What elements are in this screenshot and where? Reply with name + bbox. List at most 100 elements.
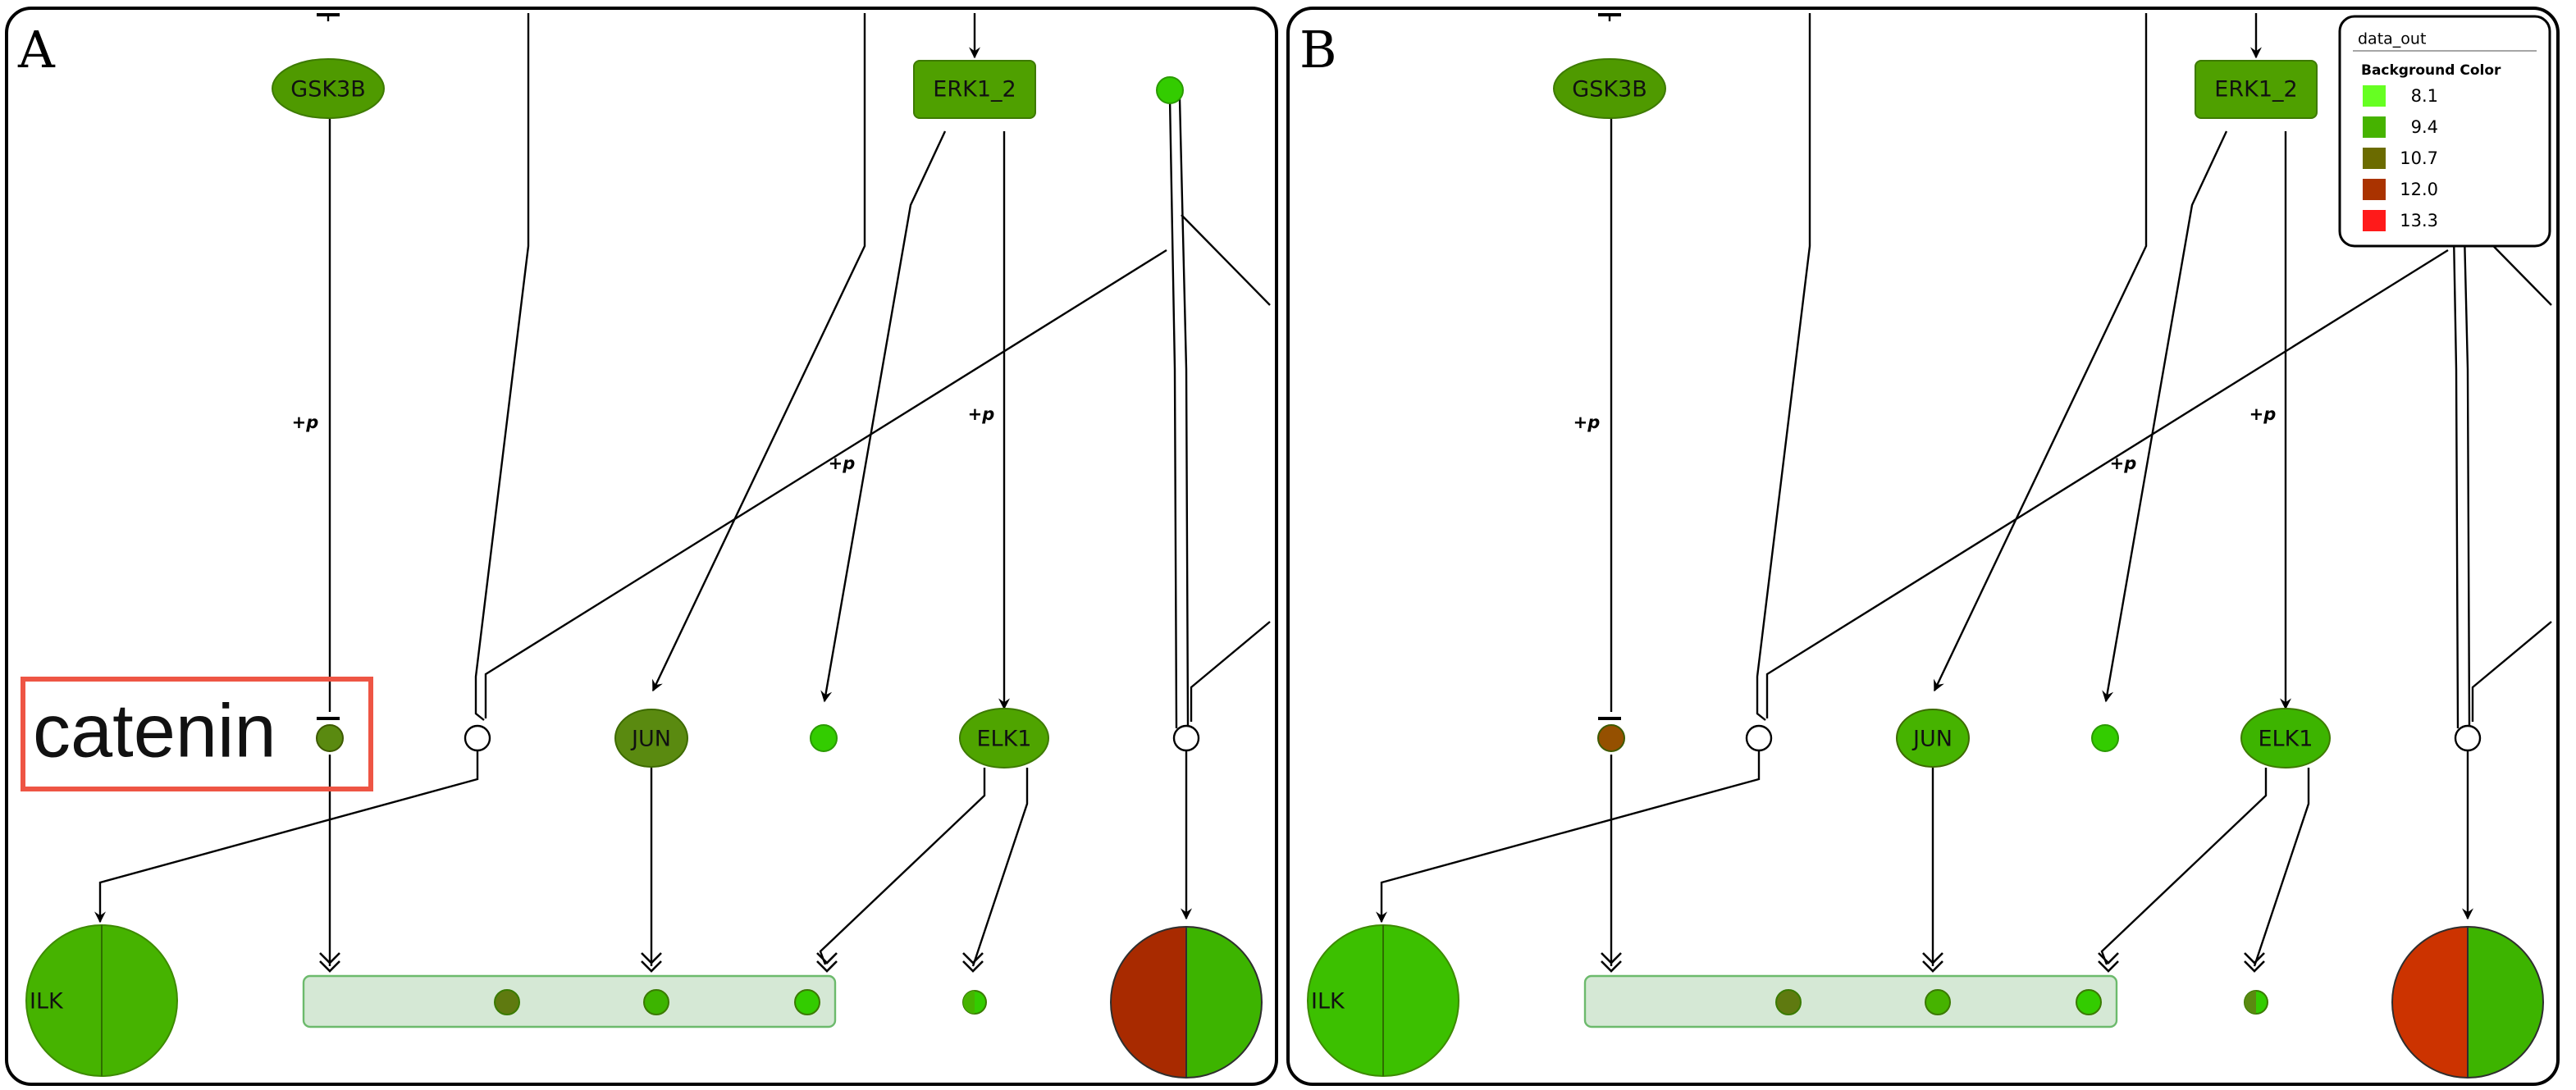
empty-node[interactable] [1745,724,1773,752]
chevron-line [1922,960,1943,973]
edge-right-branch-top [1181,214,1271,306]
chevron-line [2244,952,2265,965]
chevron-line [2244,960,2265,973]
chevron-line [2098,960,2119,973]
chevron-line [962,960,984,973]
legend-title: data_out [2358,30,2426,48]
legend-subtitle: Background Color [2361,62,2501,79]
edge-erk-to-dot [2102,130,2228,703]
pie-right-half[interactable] [1186,927,1262,1078]
pie-left-half[interactable] [1111,927,1186,1078]
small-node[interactable] [810,724,838,752]
edge-long-diagonal [484,249,1167,718]
phospho-label-gsk3b: +p [1573,413,1601,432]
chevron-line [319,960,340,973]
small-node[interactable] [2091,724,2119,752]
legend-value: 9.4 [2411,117,2438,137]
elk1-label: ELK1 [977,727,1032,752]
small-node[interactable] [1156,76,1184,104]
edge-top-to-jun [651,13,866,692]
small-complex-half [963,991,975,1014]
chevron-line [962,952,984,965]
catenin-node[interactable] [1597,724,1625,752]
chevron-line [816,952,838,965]
chevron-line [319,952,340,965]
edge-double-a [1168,98,1178,729]
chevron-line [1601,952,1622,965]
elk1-node[interactable] [2240,708,2331,768]
complex-member-node[interactable] [1775,989,1802,1015]
jun-label: JUN [1911,727,1953,752]
edge-right-branch-bottom [1190,621,1271,722]
chevron-line [1922,952,1943,965]
small-complex-half [2245,991,2256,1014]
complex-member-node[interactable] [643,989,669,1015]
erk-node[interactable] [2195,60,2318,119]
erk-node[interactable] [913,60,1036,119]
chevron-line [641,960,662,973]
panel-letter: B [1299,20,1337,80]
complex-box[interactable] [1583,974,2118,1028]
empty-node[interactable] [1172,724,1200,752]
catenin-node[interactable] [316,724,344,752]
edge-top-to-node [474,13,530,721]
chevron-arrow [641,952,662,973]
chevron-line [1601,960,1622,973]
highlight-box [21,677,373,791]
pie-left-half[interactable] [2392,927,2468,1078]
legend-swatch [2363,210,2386,231]
phospho-label-mid: +p [829,454,856,473]
legend-swatch [2363,85,2386,107]
complex-member-node[interactable] [2076,989,2102,1015]
jun-node[interactable] [1896,709,1970,768]
legend-swatch [2363,148,2386,169]
elk1-node[interactable] [959,708,1049,768]
legend-swatch [2363,116,2386,138]
edge-long-diagonal [1765,249,2449,718]
chevron-line [641,952,662,965]
legend-value: 8.1 [2411,86,2438,106]
edge-node-to-ilk [94,751,479,924]
phospho-label-erk: +p [968,404,995,424]
empty-node[interactable] [464,724,491,752]
complex-member-node[interactable] [1925,989,1951,1015]
chevron-line [816,960,838,973]
edge-top-to-jun [1933,13,2148,692]
panel-a: A +p +p +p GSK3B ERK1_2 JUN ELK1 ILK catenin [5,7,1278,1086]
jun-label: JUN [630,727,671,752]
legend-value: 13.3 [2400,211,2438,230]
gsk3b-node[interactable] [1553,58,1666,119]
gsk3b-node[interactable] [272,58,385,119]
chevron-line [2098,952,2119,965]
legend-value: 12.0 [2400,180,2438,199]
erk-label: ERK1_2 [2214,77,2297,103]
edge-elk1-to-small [2253,768,2310,967]
phospho-label-gsk3b: +p [292,413,319,432]
gsk3b-label: GSK3B [290,77,365,103]
panel-frame [1286,7,2560,1086]
pie-right-half[interactable] [2468,927,2543,1078]
ilk-label: ILK [30,989,64,1015]
elk1-label: ELK1 [2259,727,2313,752]
edge-double-b [1178,98,1190,729]
erk-label: ERK1_2 [933,77,1016,103]
empty-node[interactable] [2454,724,2482,752]
phospho-label-erk: +p [2249,404,2277,424]
edge-erk-to-dot [820,130,947,703]
chevron-arrow [2098,952,2119,973]
complex-member-node[interactable] [794,989,820,1015]
complex-box[interactable] [302,974,837,1028]
ilk-label: ILK [1311,989,1345,1015]
phospho-label-mid: +p [2110,454,2137,473]
edge-top-to-node [1756,13,1811,721]
chevron-arrow [1601,952,1622,973]
catenin-callout-label: catenin [33,689,276,773]
legend-frame [2338,15,2551,248]
complex-member-node[interactable] [494,989,520,1015]
chevron-arrow [2244,952,2265,973]
edge-elk1-to-small [971,768,1029,967]
legend-swatch [2363,179,2386,200]
chevron-arrow [1922,952,1943,973]
jun-node[interactable] [614,709,688,768]
